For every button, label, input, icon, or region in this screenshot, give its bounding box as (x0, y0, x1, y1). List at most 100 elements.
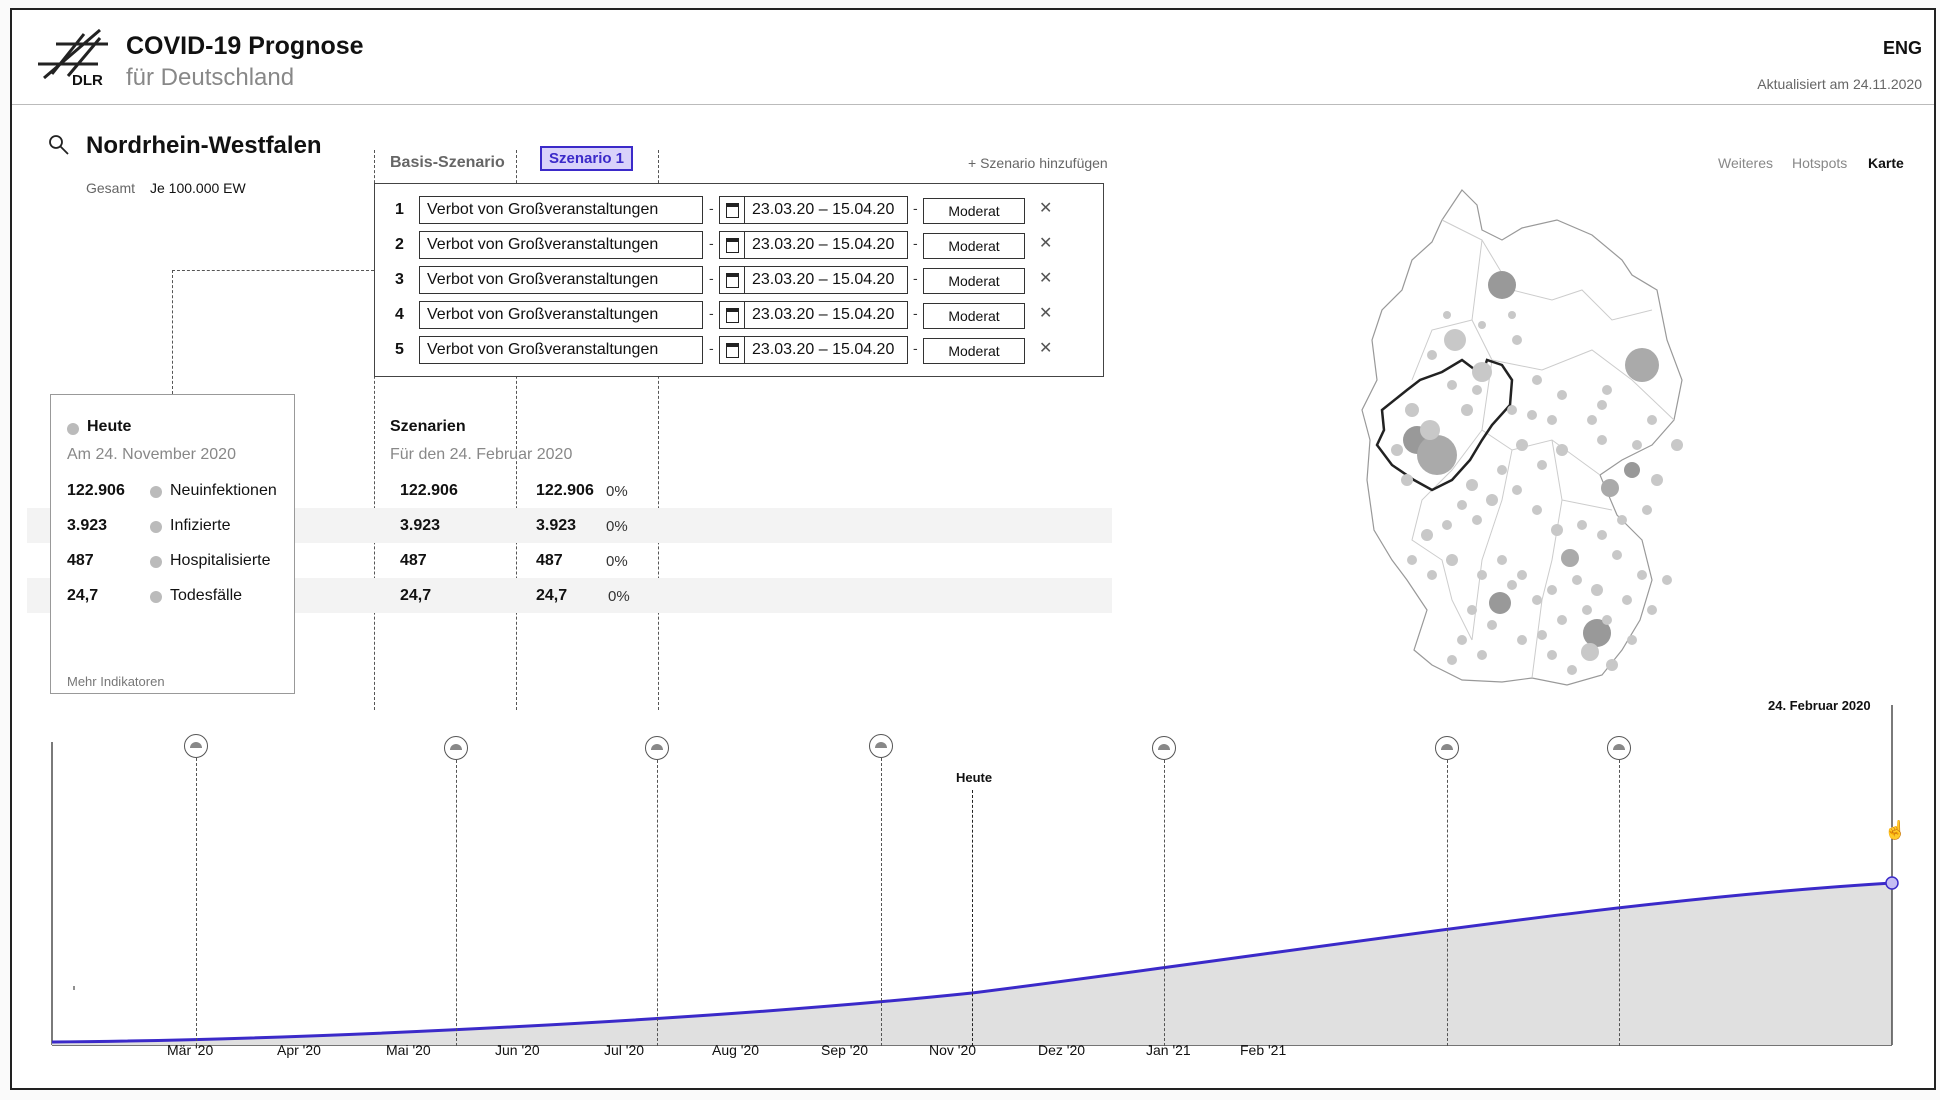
event-marker-icon[interactable] (184, 734, 208, 758)
row-number: 5 (395, 341, 404, 358)
more-indicators-link[interactable]: Mehr Indikatoren (67, 674, 165, 689)
date-range-field[interactable]: 23.03.20 – 15.04.20 (744, 196, 908, 224)
month-label: Jan '21 (1146, 1042, 1191, 1058)
info-icon[interactable] (150, 556, 162, 568)
row-number: 2 (395, 236, 404, 253)
add-scenario-link[interactable]: + Szenario hinzufügen (968, 155, 1108, 171)
event-marker-icon[interactable] (869, 734, 893, 758)
remove-icon[interactable]: ✕ (1039, 340, 1053, 357)
month-label: Aug '20 (712, 1042, 760, 1058)
date-range-field[interactable]: 23.03.20 – 15.04.20 (744, 336, 908, 364)
connector-line-vertical (172, 270, 173, 394)
month-label: Sep '20 (821, 1042, 869, 1058)
today-value: 487 (67, 552, 94, 569)
event-marker-icon[interactable] (1435, 736, 1459, 760)
total-toggle[interactable]: Gesamt (86, 180, 136, 196)
germany-map[interactable] (1352, 180, 1772, 700)
today-title: Heute (87, 418, 132, 435)
szenarien-title: Szenarien (390, 418, 466, 435)
remove-icon[interactable]: ✕ (1039, 270, 1053, 287)
date-range-field[interactable]: 23.03.20 – 15.04.20 (744, 231, 908, 259)
change-percent: 0% (606, 553, 628, 570)
timeline-area (52, 883, 1892, 1045)
row-number: 4 (395, 306, 404, 323)
remove-icon[interactable]: ✕ (1039, 305, 1053, 322)
month-label: Apr '20 (277, 1042, 321, 1058)
level-select[interactable]: Moderat (923, 268, 1025, 294)
search-icon[interactable] (48, 134, 70, 156)
column-divider-szenario (658, 150, 659, 710)
change-percent: 0% (608, 588, 630, 605)
timeline-chart[interactable] (12, 690, 1936, 1060)
connector-line (172, 270, 374, 271)
event-marker-icon[interactable] (444, 736, 468, 760)
column-divider-basis (374, 150, 375, 710)
level-select[interactable]: Moderat (923, 303, 1025, 329)
scenario-value: 122.906 (536, 482, 594, 499)
event-marker-line (1447, 760, 1448, 1046)
level-select[interactable]: Moderat (923, 338, 1025, 364)
month-label: Nov '20 (929, 1042, 977, 1058)
nrw-outline (1375, 358, 1514, 492)
event-marker-line (1619, 760, 1620, 1046)
tab-hotspots[interactable]: Hotspots (1792, 155, 1848, 171)
today-marker-label: Heute (956, 770, 993, 785)
month-label: Jun '20 (495, 1042, 540, 1058)
language-toggle[interactable]: ENG (1882, 38, 1922, 58)
event-marker-line (1164, 760, 1165, 1046)
measure-select[interactable]: Verbot von Großveranstaltungen (419, 196, 703, 224)
measure-select[interactable]: Verbot von Großveranstaltungen (419, 231, 703, 259)
tab-weiteres[interactable]: Weiteres (1718, 155, 1773, 171)
tab-karte[interactable]: Karte (1868, 155, 1904, 171)
calendar-icon[interactable] (719, 266, 745, 294)
date-range-field[interactable]: 23.03.20 – 15.04.20 (744, 301, 908, 329)
today-marker-line (972, 790, 973, 1046)
indicator-label: Neuinfektionen (170, 482, 277, 499)
column-divider-middle (516, 150, 517, 710)
level-select[interactable]: Moderat (923, 233, 1025, 259)
measure-select[interactable]: Verbot von Großveranstaltungen (419, 266, 703, 294)
calendar-icon[interactable] (719, 336, 745, 364)
calendar-icon[interactable] (719, 196, 745, 224)
scenario-value: 3.923 (536, 517, 577, 534)
scenario-value: 24,7 (536, 587, 568, 604)
dlr-logo (38, 28, 108, 80)
remove-icon[interactable]: ✕ (1039, 235, 1053, 252)
calendar-icon[interactable] (719, 301, 745, 329)
month-label: Mai '20 (386, 1042, 431, 1058)
app-title: COVID-19 Prognose (126, 32, 364, 60)
szenarien-date: Für den 24. Februar 2020 (390, 446, 573, 463)
scenario-measures-panel: 1 Verbot von Großveranstaltungen - 23.03… (374, 183, 1104, 377)
info-icon[interactable] (150, 486, 162, 498)
measure-select[interactable]: Verbot von Großveranstaltungen (419, 336, 703, 364)
today-value: 24,7 (67, 587, 99, 604)
hotspot-circles (1391, 271, 1683, 675)
app-frame: DLR COVID-19 Prognose für Deutschland EN… (10, 8, 1936, 1090)
end-date-label: 24. Februar 2020 (1768, 698, 1871, 713)
header-divider (12, 104, 1934, 105)
event-marker-icon[interactable] (645, 736, 669, 760)
measure-select[interactable]: Verbot von Großveranstaltungen (419, 301, 703, 329)
tab-basis-szenario[interactable]: Basis-Szenario (390, 154, 505, 171)
per-capita-toggle[interactable]: Je 100.000 EW (150, 180, 246, 196)
today-value: 122.906 (67, 482, 125, 499)
event-marker-icon[interactable] (1152, 736, 1176, 760)
state-borders (1411, 219, 1675, 679)
calendar-icon[interactable] (719, 231, 745, 259)
date-range-field[interactable]: 23.03.20 – 15.04.20 (744, 266, 908, 294)
app-subtitle: für Deutschland (126, 64, 295, 91)
change-percent: 0% (606, 483, 628, 500)
scenario-value: 487 (536, 552, 563, 569)
month-label: Mär '20 (167, 1042, 214, 1058)
indicator-label: Hospitalisierte (170, 552, 271, 569)
region-name[interactable]: Nordrhein-Westfalen (86, 132, 322, 159)
tab-szenario-1[interactable]: Szenario 1 (540, 146, 634, 171)
drag-hand-icon[interactable]: ☝ (1884, 820, 1907, 840)
info-icon[interactable] (67, 423, 79, 435)
event-marker-icon[interactable] (1607, 736, 1631, 760)
info-icon[interactable] (150, 591, 162, 603)
timeline-handle (1885, 876, 1899, 890)
level-select[interactable]: Moderat (923, 198, 1025, 224)
info-icon[interactable] (150, 521, 162, 533)
remove-icon[interactable]: ✕ (1039, 200, 1053, 217)
